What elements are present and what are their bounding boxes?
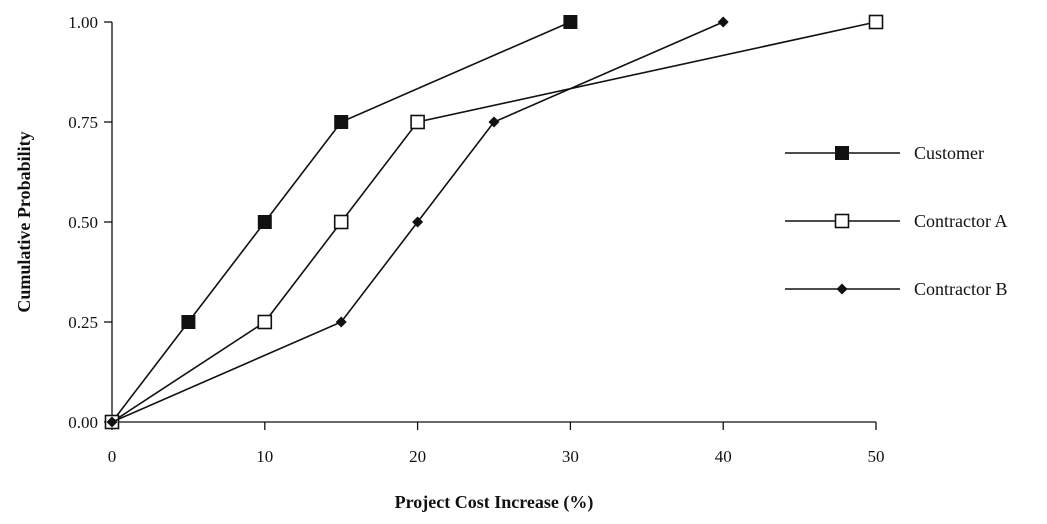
legend-marker bbox=[835, 146, 849, 160]
x-tick-label: 20 bbox=[409, 447, 426, 466]
data-point bbox=[181, 315, 196, 329]
x-tick-label: 10 bbox=[256, 447, 273, 466]
x-ticks: 0 10 20 30 40 50 bbox=[108, 422, 885, 466]
x-tick-label: 30 bbox=[562, 447, 579, 466]
data-point bbox=[717, 16, 729, 28]
data-point bbox=[868, 14, 884, 30]
series-contractor-a bbox=[104, 14, 884, 430]
y-tick-label: 1.00 bbox=[68, 13, 98, 32]
y-tick-label: 0.00 bbox=[68, 413, 98, 432]
legend-label: Customer bbox=[914, 143, 984, 163]
y-tick-label: 0.25 bbox=[68, 313, 98, 332]
series-customer bbox=[105, 15, 578, 429]
legend: Customer Contractor A Contractor B bbox=[785, 143, 1007, 299]
legend-label: Contractor A bbox=[914, 211, 1007, 231]
data-point bbox=[257, 314, 273, 330]
data-point bbox=[106, 416, 118, 428]
series-layer bbox=[104, 14, 884, 430]
legend-entry: Contractor B bbox=[785, 279, 1007, 299]
data-point bbox=[334, 115, 349, 129]
data-point bbox=[410, 114, 425, 130]
legend-marker bbox=[836, 283, 848, 295]
data-point bbox=[412, 216, 424, 228]
y-ticks: 0.00 0.25 0.50 0.75 1.00 bbox=[68, 13, 112, 432]
x-axis-title: Project Cost Increase (%) bbox=[395, 492, 594, 513]
legend-entry: Customer bbox=[785, 143, 984, 163]
data-point bbox=[333, 214, 349, 230]
legend-entry: Contractor A bbox=[785, 211, 1007, 231]
x-tick-label: 40 bbox=[715, 447, 732, 466]
legend-marker bbox=[834, 213, 850, 229]
data-point bbox=[257, 215, 272, 229]
data-point bbox=[335, 316, 347, 328]
data-point bbox=[488, 116, 500, 128]
legend-label: Contractor B bbox=[914, 279, 1007, 299]
y-axis-title: Cumulative Probability bbox=[14, 131, 34, 312]
axes bbox=[111, 22, 876, 423]
data-point bbox=[563, 15, 578, 29]
x-tick-label: 0 bbox=[108, 447, 117, 466]
x-tick-label: 50 bbox=[868, 447, 885, 466]
y-tick-label: 0.50 bbox=[68, 213, 98, 232]
series-line bbox=[111, 21, 877, 423]
series-contractor-b bbox=[106, 16, 729, 428]
y-tick-label: 0.75 bbox=[68, 113, 98, 132]
